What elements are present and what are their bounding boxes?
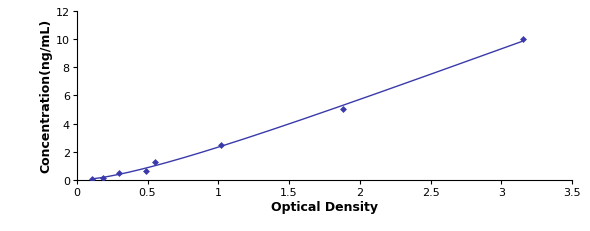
Y-axis label: Concentration(ng/mL): Concentration(ng/mL): [40, 19, 53, 173]
X-axis label: Optical Density: Optical Density: [271, 200, 378, 213]
